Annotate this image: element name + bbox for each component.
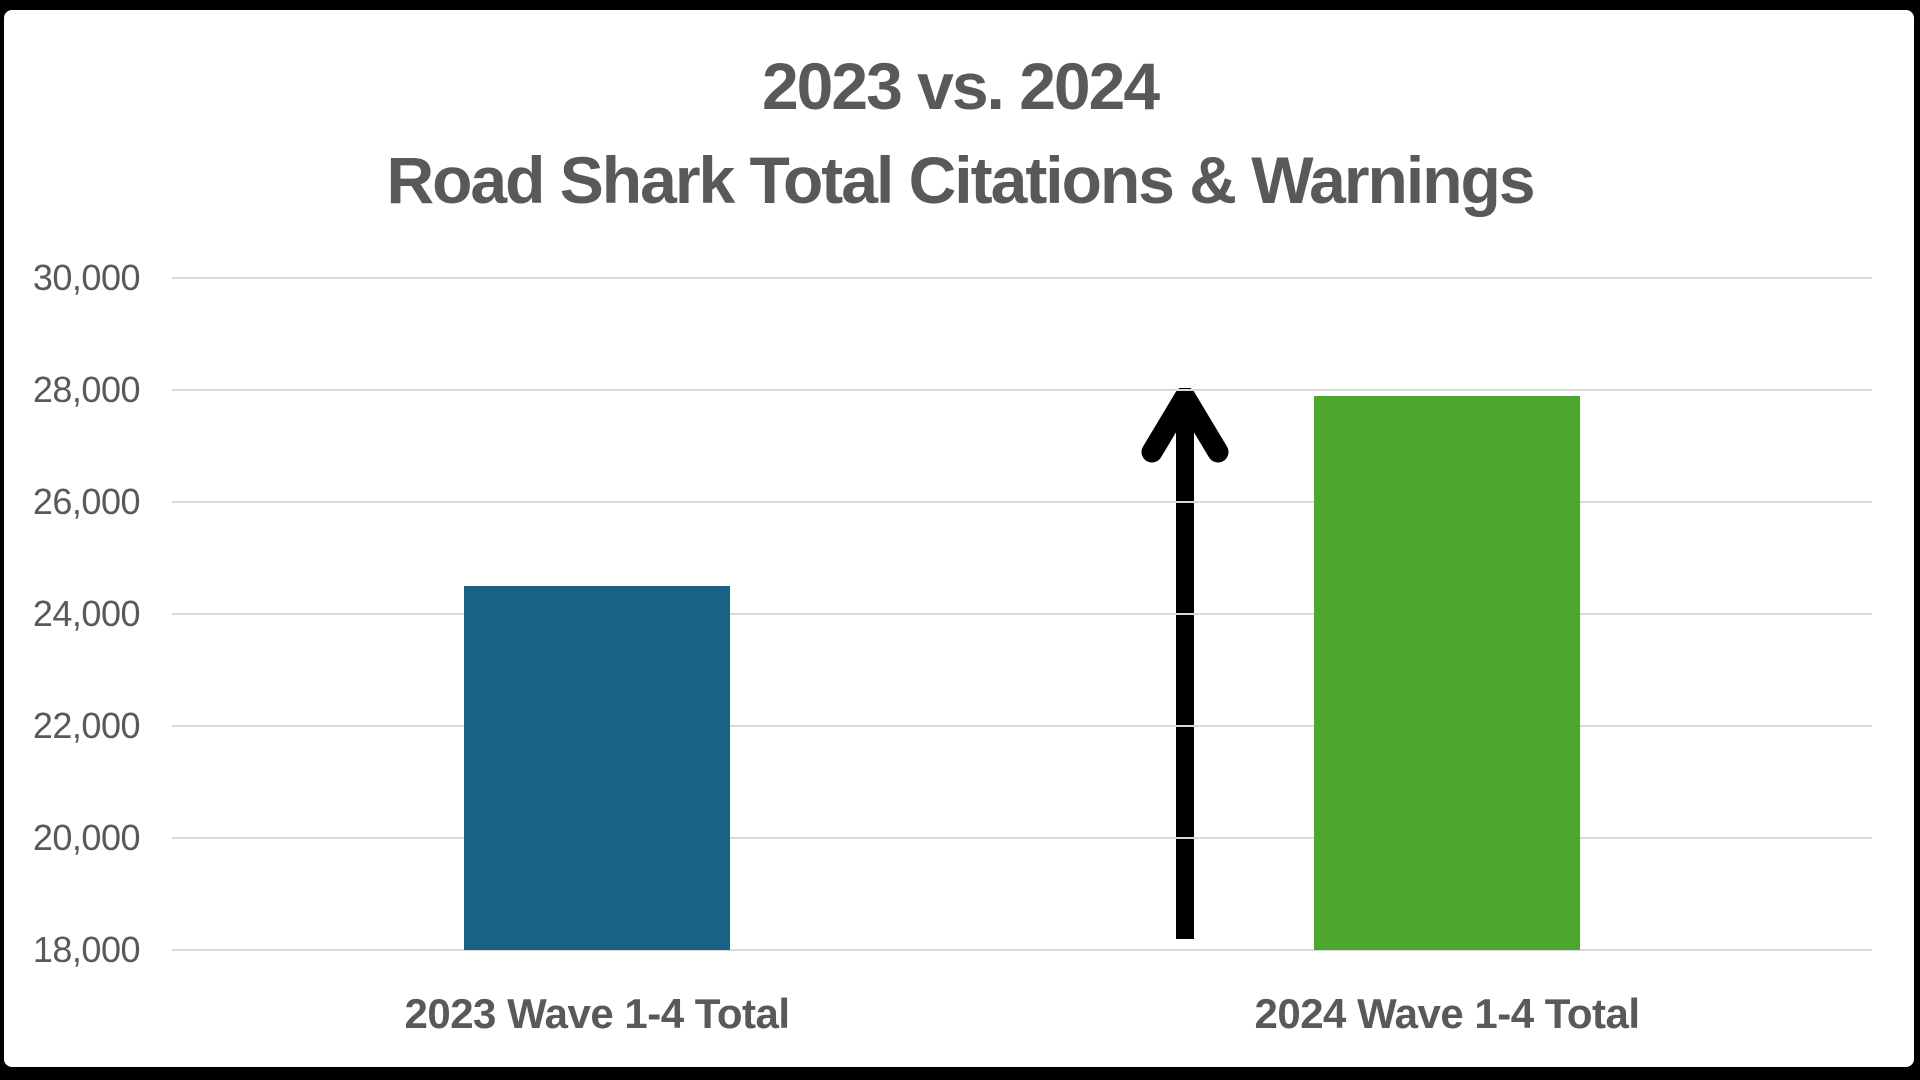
y-tick-label: 22,000	[32, 705, 141, 746]
y-tick-label: 20,000	[32, 817, 141, 858]
gridline	[172, 949, 1872, 951]
gridline	[172, 725, 1872, 727]
chart-title-line2: Road Shark Total Citations & Warnings	[386, 143, 1535, 217]
gridline	[172, 501, 1872, 503]
gridline	[172, 837, 1872, 839]
chart-title-line1: 2023 vs. 2024	[761, 49, 1160, 123]
gridline	[172, 389, 1872, 391]
y-tick-label: 18,000	[32, 929, 141, 970]
plot-area: 30,000 28,000 26,000 24,000 22,000 20,000 18,0…	[33, 257, 1872, 970]
gridline	[172, 277, 1872, 279]
x-axis-label: 2024 Wave 1-4 Total	[1254, 990, 1640, 1037]
gridline	[172, 613, 1872, 615]
y-tick-label: 28,000	[32, 369, 141, 410]
y-tick-label: 24,000	[32, 593, 141, 634]
chart-card	[4, 10, 1914, 1067]
x-axis-label: 2023 Wave 1-4 Total	[404, 990, 790, 1037]
bar-2023-wave-1-4-total	[464, 586, 730, 950]
y-tick-label: 26,000	[32, 481, 141, 522]
increase-arrow-icon	[1141, 388, 1229, 939]
bar-2024-wave-1-4-total	[1314, 395, 1580, 950]
y-tick-label: 30,000	[32, 257, 141, 298]
